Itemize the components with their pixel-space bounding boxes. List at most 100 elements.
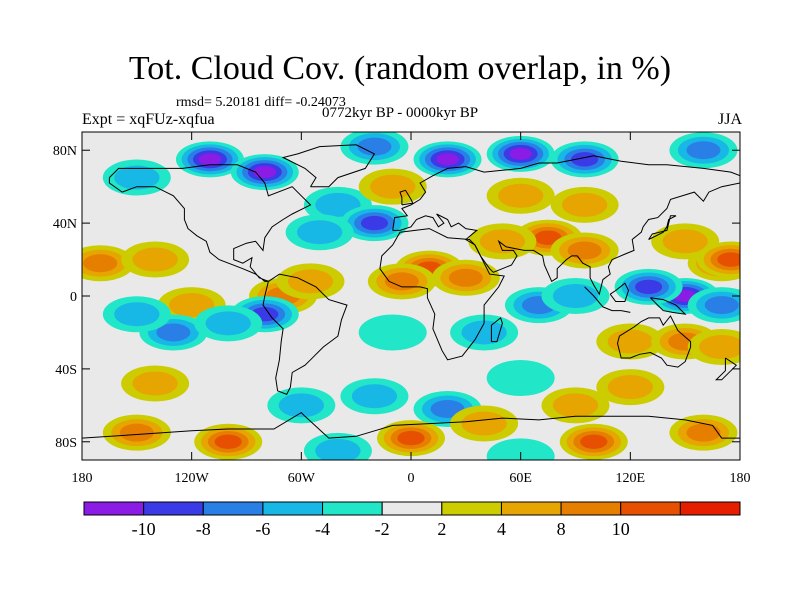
colorbar-label: 4 (497, 519, 506, 539)
season-label: JJA (717, 111, 742, 128)
lon-tick-label: 120W (175, 471, 210, 486)
field-contour (699, 335, 740, 360)
coastlines (82, 144, 740, 439)
lon-tick-label: 120E (616, 471, 646, 486)
colorbar-box (202, 501, 264, 516)
colorbar-box (83, 501, 145, 516)
field-contour (580, 434, 608, 449)
field-region (541, 387, 610, 424)
colorbar-box (441, 501, 502, 516)
coastline (650, 297, 687, 315)
field-region (340, 378, 409, 415)
field-contour (567, 241, 602, 260)
field-contour (370, 174, 416, 199)
field-contour (397, 430, 425, 446)
field-contour (704, 296, 739, 315)
coastline (399, 189, 414, 206)
lon-tick-label: 0 (408, 471, 415, 486)
field-region (696, 241, 740, 278)
field-contour (561, 192, 608, 217)
colorbar-box (381, 501, 443, 516)
colorbar-label: -4 (315, 519, 330, 539)
field-contour (436, 153, 459, 166)
field-region (541, 278, 610, 314)
field-contour (278, 393, 325, 418)
field-contour (358, 314, 427, 351)
lat-tick-label: 80N (53, 144, 77, 159)
field-region (669, 132, 738, 169)
figure-title: Tot. Cloud Cov. (random overlap, in %) (128, 50, 672, 87)
field-region (102, 414, 171, 451)
field-contour (461, 320, 507, 345)
lon-tick-label: 180 (72, 471, 93, 486)
field-contour (686, 141, 721, 160)
coastline (82, 411, 740, 439)
colorbar-label: -10 (132, 519, 156, 539)
field-contour (315, 438, 361, 460)
lat-tick-label: 0 (70, 290, 77, 305)
field-contour (214, 434, 242, 449)
colorbar-box (679, 501, 741, 516)
field-contour (198, 153, 222, 166)
cloud-cover-field (82, 132, 740, 460)
field-region (194, 423, 263, 460)
colorbar-box (262, 501, 324, 516)
coastline (490, 317, 503, 343)
colorbar-label: -2 (375, 519, 390, 539)
coastline (392, 155, 740, 231)
lon-tick-label: 60E (509, 471, 532, 486)
field-region (687, 329, 740, 366)
field-contour (486, 360, 555, 396)
lon-tick-label: 60W (288, 471, 316, 486)
field-region (486, 438, 555, 460)
field-region (450, 314, 519, 351)
field-region (669, 414, 738, 451)
field-contour (509, 147, 532, 160)
field-region (687, 287, 740, 324)
colorbar-label: -6 (255, 519, 270, 539)
field-contour (315, 192, 361, 217)
colorbar-boxes (83, 501, 741, 516)
field-contour (448, 268, 483, 287)
coastline (379, 228, 505, 361)
field-contour (552, 393, 599, 418)
field-contour (119, 423, 154, 442)
colorbar-label: 8 (557, 519, 566, 539)
field-region (102, 296, 171, 333)
coastline (616, 315, 692, 368)
lat-tick-label: 40S (55, 363, 77, 378)
field-contour (132, 371, 178, 396)
coastline (281, 144, 376, 188)
field-region (450, 405, 519, 442)
field-contour (486, 438, 555, 460)
field-region (431, 259, 500, 296)
field-contour (686, 423, 721, 442)
lat-tick-label: 80S (55, 436, 77, 451)
field-region (303, 432, 372, 460)
field-contour (114, 302, 160, 327)
field-region (614, 268, 683, 305)
field-contour (552, 284, 599, 308)
field-region (596, 369, 665, 406)
colorbar-box (560, 501, 622, 516)
field-contour (83, 254, 118, 273)
field-contour (360, 215, 389, 231)
colorbar-box (620, 501, 681, 516)
coastline (584, 286, 631, 313)
colorbar-box (143, 501, 204, 516)
field-contour (534, 230, 562, 245)
map-axis-ticks: 80N 40N 0 40S 80S 180 120W 60W 0 60E 120E 180 (53, 132, 751, 486)
field-contour (287, 269, 334, 294)
colorbar-label: -8 (196, 519, 211, 539)
field-region (82, 245, 135, 282)
coastline (108, 164, 312, 282)
field-region (550, 186, 619, 223)
field-contour (205, 311, 251, 336)
colorbar-label: 2 (437, 519, 446, 539)
field-contour (607, 375, 653, 400)
colorbar-box (322, 501, 383, 516)
field-region (550, 141, 619, 178)
period-label: 0772kyr BP - 0000kyr BP (322, 105, 479, 121)
